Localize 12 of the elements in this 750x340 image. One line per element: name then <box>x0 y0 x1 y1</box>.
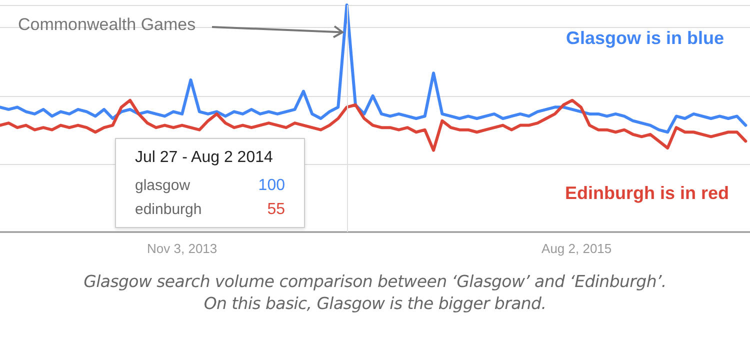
annotation: Commonwealth Games <box>18 15 196 35</box>
text: Glasgow search volume comparison between ‘Glasgow’ and ‘Edinburgh’. <box>82 272 668 291</box>
annotation: 100 <box>258 177 285 195</box>
x-tick-label: Aug 2, 2015 <box>542 241 612 256</box>
annotation: edinburgh <box>135 201 202 218</box>
annotation: glasgow <box>135 177 190 194</box>
annotation: Glasgow is in blue <box>566 28 724 49</box>
annotation: 55 <box>267 201 285 219</box>
annotation: Jul 27 - Aug 2 2014 <box>135 149 273 167</box>
x-tick-label: Nov 3, 2013 <box>147 241 218 256</box>
text: On this basic, Glasgow is the bigger brand. <box>202 294 548 313</box>
annotation: Edinburgh is in red <box>565 183 730 204</box>
